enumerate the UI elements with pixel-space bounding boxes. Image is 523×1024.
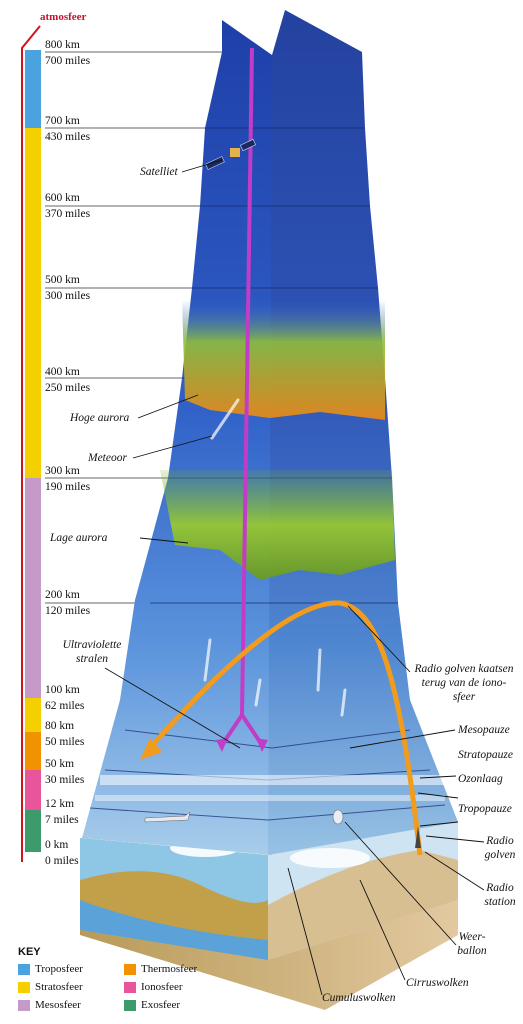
altitude-label: 0 km 0 miles xyxy=(45,837,79,869)
altitude-km: 700 km xyxy=(45,115,80,127)
label-radio-kaatsen-line1: Radio golven kaatsen xyxy=(414,663,514,675)
altitude-label: 400 km 250 miles xyxy=(45,364,90,396)
altitude-label: 500 km 300 miles xyxy=(45,272,90,304)
altitude-miles: 50 miles xyxy=(45,736,85,748)
label-radio-kaatsen-line2: terug van de iono- xyxy=(421,677,507,689)
label-weerballon-line1: Weer- xyxy=(458,931,486,943)
altitude-km: 100 km xyxy=(45,684,80,696)
altitude-km: 50 km xyxy=(45,758,75,770)
key-label: Exosfeer xyxy=(141,999,181,1011)
label-uv-line2: stralen xyxy=(76,653,108,665)
altitude-miles: 430 miles xyxy=(45,131,91,143)
key-item: Mesosfeer xyxy=(18,998,81,1012)
satellite-icon xyxy=(205,138,257,170)
atmosphere-title: atmosfeer xyxy=(40,11,87,23)
label-mesopauze: Mesopauze xyxy=(458,724,510,736)
altitude-label: 80 km 50 miles xyxy=(45,718,84,750)
atmosphere-tower xyxy=(80,10,458,1010)
label-uv-line1: Ultraviolette xyxy=(62,639,122,651)
altitude-miles: 300 miles xyxy=(45,290,91,302)
label-cirruswolken: Cirruswolken xyxy=(406,977,469,989)
label-hoge-aurora: Hoge aurora xyxy=(70,412,130,424)
label-weerballon-line2: ballon xyxy=(457,945,487,957)
altitude-label: 700 km 430 miles xyxy=(45,113,90,145)
altitude-label: 600 km 370 miles xyxy=(45,190,90,222)
altitude-scale-bar xyxy=(21,25,41,862)
key-item: Exosfeer xyxy=(124,998,180,1012)
altitude-label: 300 km 190 miles xyxy=(45,463,90,495)
altitude-miles: 30 miles xyxy=(45,774,85,786)
key-item: Troposfeer xyxy=(18,962,83,976)
key-item: Ionosfeer xyxy=(124,980,183,994)
key-swatch xyxy=(124,999,136,1011)
label-radio-golven-line2: golven xyxy=(484,849,516,861)
key-label: Thermosfeer xyxy=(141,963,198,975)
altitude-miles: 190 miles xyxy=(45,481,91,493)
key-label: Ionosfeer xyxy=(141,981,183,993)
key-swatch xyxy=(18,981,30,993)
altitude-km: 200 km xyxy=(45,589,80,601)
label-ultraviolette-stralen: Ultraviolette stralen xyxy=(50,638,134,666)
label-satelliet: Satelliet xyxy=(140,166,178,178)
label-meteoor: Meteoor xyxy=(88,452,127,464)
altitude-label: 50 km 30 miles xyxy=(45,756,84,788)
radio-station-icon xyxy=(415,826,421,848)
altitude-guide-lines xyxy=(45,51,222,604)
label-stratopauze: Stratopauze xyxy=(458,749,513,761)
label-weerballon: Weer- ballon xyxy=(450,930,494,958)
key-swatch xyxy=(124,981,136,993)
key-swatch xyxy=(18,999,30,1011)
label-ozonlaag: Ozonlaag xyxy=(458,773,503,785)
altitude-km: 800 km xyxy=(45,39,80,51)
label-radio-golven: Radio golven xyxy=(480,834,520,862)
key-label: Troposfeer xyxy=(35,963,83,975)
altitude-miles: 7 miles xyxy=(45,814,79,826)
key-swatch xyxy=(18,963,30,975)
weather-balloon-icon xyxy=(332,809,344,825)
altitude-miles: 120 miles xyxy=(45,605,91,617)
altitude-miles: 62 miles xyxy=(45,700,85,712)
key-item: Stratosfeer xyxy=(18,980,83,994)
altitude-label: 800 km 700 miles xyxy=(45,37,90,69)
airplane-icon xyxy=(144,811,191,823)
label-radio-kaatsen-line3: sfeer xyxy=(452,691,476,703)
altitude-miles: 370 miles xyxy=(45,208,91,220)
label-radio-golven-kaatsen: Radio golven kaatsen terug van de iono- … xyxy=(405,662,523,704)
label-cumuluswolken: Cumuluswolken xyxy=(322,992,396,1004)
altitude-miles: 0 miles xyxy=(45,855,79,867)
leader-lines xyxy=(104,159,485,996)
key-item: Thermosfeer xyxy=(124,962,197,976)
label-radio-station-line1: Radio xyxy=(486,882,514,894)
altitude-miles: 250 miles xyxy=(45,382,91,394)
altitude-km: 400 km xyxy=(45,366,80,378)
label-tropopauze: Tropopauze xyxy=(458,803,512,815)
altitude-km: 0 km xyxy=(45,839,69,851)
key-title: KEY xyxy=(18,946,41,958)
altitude-km: 300 km xyxy=(45,465,80,477)
altitude-label: 100 km 62 miles xyxy=(45,682,84,714)
altitude-km: 80 km xyxy=(45,720,75,732)
key-label: Mesosfeer xyxy=(35,999,81,1011)
label-radio-golven-line1: Radio xyxy=(486,835,514,847)
label-radio-station-line2: station xyxy=(484,896,516,908)
label-lage-aurora: Lage aurora xyxy=(50,532,108,544)
altitude-km: 600 km xyxy=(45,192,80,204)
key-swatch xyxy=(124,963,136,975)
altitude-miles: 700 miles xyxy=(45,55,91,67)
label-radio-station: Radio station xyxy=(479,881,521,909)
altitude-label: 200 km 120 miles xyxy=(45,587,90,619)
key-label: Stratosfeer xyxy=(35,981,83,993)
altitude-km: 12 km xyxy=(45,798,75,810)
altitude-km: 500 km xyxy=(45,274,80,286)
altitude-label: 12 km 7 miles xyxy=(45,796,79,828)
